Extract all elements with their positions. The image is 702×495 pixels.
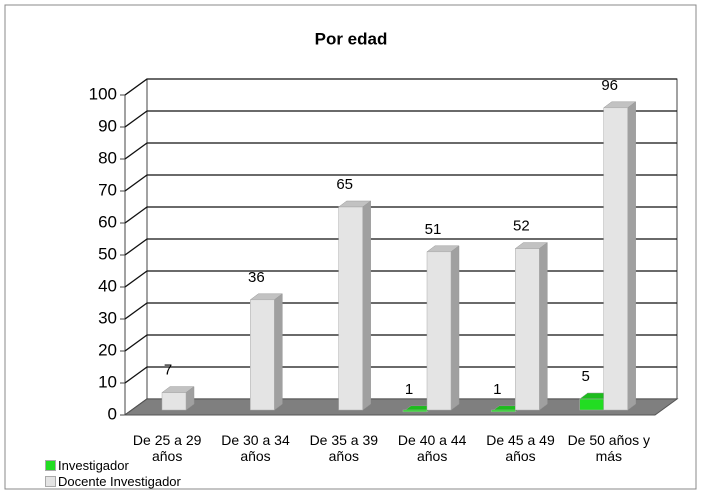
y-tick-label: 70	[98, 180, 117, 199]
data-label: 5	[581, 368, 589, 385]
y-tick-label: 90	[98, 116, 117, 135]
x-tick-label: De 30 a 34 años	[221, 432, 290, 464]
grid-line	[124, 174, 677, 192]
bar-side	[362, 200, 371, 411]
x-tick-label: De 45 a 49 años	[486, 432, 555, 464]
y-tick-label: 60	[98, 212, 117, 231]
x-tick-label: De 35 a 39 años	[309, 432, 379, 464]
grid-line	[124, 302, 677, 320]
data-label: 1	[493, 381, 501, 398]
data-label: 36	[248, 269, 265, 286]
y-tick-label: 40	[98, 276, 117, 295]
x-tick-label: De 50 años y más	[567, 432, 651, 464]
y-tick-label: 50	[98, 244, 117, 263]
grid-line	[124, 142, 677, 160]
bar	[579, 398, 604, 411]
data-label: 52	[513, 218, 530, 235]
y-tick-label: 20	[98, 340, 117, 359]
bar	[491, 409, 516, 413]
grid-line	[124, 78, 677, 96]
bar	[515, 248, 540, 411]
bar	[603, 107, 628, 411]
data-label: 96	[601, 77, 618, 94]
bar	[250, 299, 275, 411]
legend-label: Docente Investigador	[58, 474, 181, 489]
bar-side	[450, 245, 460, 411]
bar-side	[627, 101, 636, 411]
grid-line	[124, 334, 677, 352]
y-tick-label: 30	[98, 308, 117, 327]
data-label: 65	[336, 176, 353, 193]
grid-line	[124, 270, 677, 288]
y-tick-label: 80	[98, 148, 117, 167]
bar	[161, 392, 187, 411]
x-tick-label: De 40 a 44 años	[397, 432, 467, 464]
data-label: 1	[405, 381, 413, 398]
legend-item: Investigador	[45, 458, 129, 473]
grid-line	[124, 110, 677, 128]
data-label: 7	[164, 362, 172, 379]
bar-side	[274, 293, 283, 411]
grid-line	[124, 206, 677, 224]
grid-line	[124, 238, 677, 256]
data-label: 51	[425, 221, 442, 238]
legend-item: Docente Investigador	[45, 474, 181, 489]
x-tick-label: De 25 a 29 años	[132, 432, 202, 464]
chart-title: Por edad	[315, 29, 388, 48]
bar	[338, 206, 363, 411]
y-tick-label: 10	[98, 372, 117, 391]
y-tick-label: 0	[108, 404, 117, 423]
legend-swatch	[45, 460, 56, 471]
y-tick-label: 100	[89, 84, 117, 103]
bar	[402, 409, 428, 413]
legend-label: Investigador	[58, 458, 129, 473]
bar	[426, 251, 452, 411]
grid-line	[124, 366, 677, 384]
bar-side	[539, 242, 548, 411]
legend-swatch	[45, 476, 56, 487]
